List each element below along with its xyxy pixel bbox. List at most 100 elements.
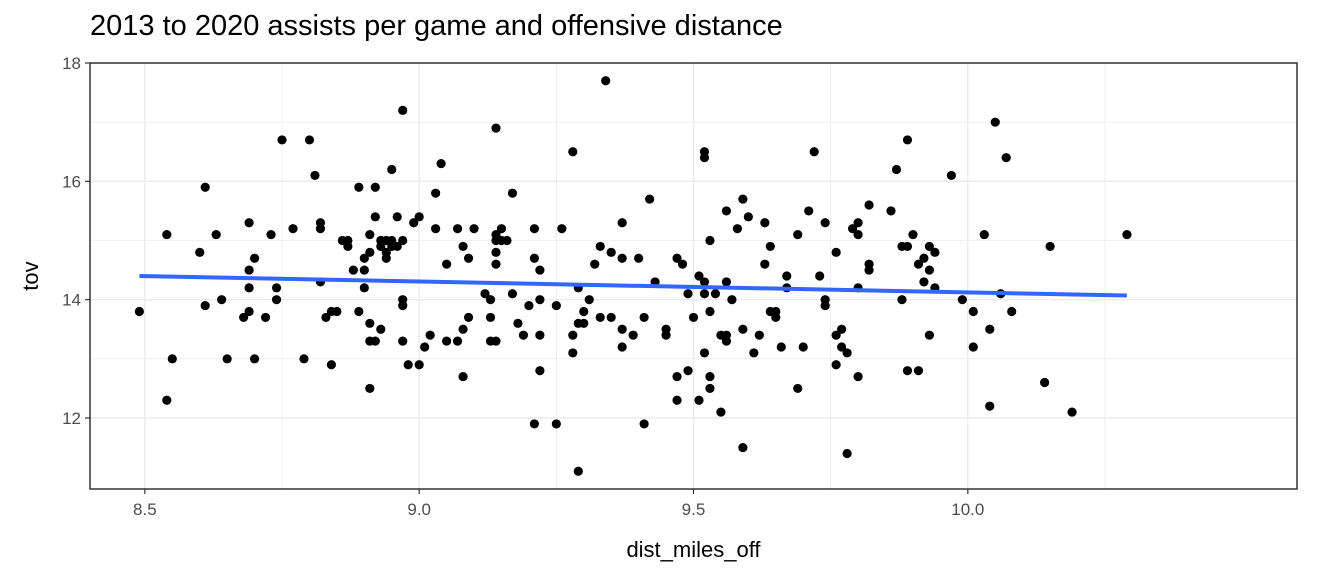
data-point (902, 241, 913, 252)
data-point (721, 206, 732, 216)
data-point (837, 324, 847, 334)
data-point (705, 306, 715, 317)
data-point (535, 330, 545, 340)
data-point (326, 360, 336, 370)
data-point (672, 371, 682, 382)
data-point (831, 360, 841, 370)
y-axis-title: tov (18, 261, 43, 290)
data-point (809, 147, 819, 157)
y-tick-label: 18 (62, 54, 81, 73)
data-point (513, 318, 523, 328)
data-point (502, 235, 512, 246)
data-point (392, 241, 402, 252)
data-point (277, 135, 287, 145)
data-point (754, 330, 764, 340)
data-point (354, 182, 364, 192)
data-point (200, 300, 210, 311)
data-point (529, 253, 539, 263)
data-point (452, 224, 463, 234)
x-tick-label: 8.5 (133, 500, 157, 519)
chart-title: 2013 to 2020 assists per game and offens… (90, 10, 783, 42)
data-point (288, 224, 298, 234)
data-point (398, 336, 408, 346)
data-point (491, 123, 501, 133)
data-point (946, 170, 956, 181)
data-point (392, 212, 402, 222)
data-point (639, 419, 649, 429)
data-point (568, 330, 578, 340)
y-axis: 12 14 16 18 (62, 54, 90, 428)
points-layer (134, 76, 1132, 476)
data-point (299, 354, 309, 364)
data-point (798, 342, 808, 352)
data-point (749, 348, 759, 358)
data-point (535, 366, 545, 376)
data-point (930, 247, 940, 257)
data-point (195, 247, 205, 257)
data-point (343, 241, 353, 252)
data-point (376, 241, 386, 252)
data-point (820, 300, 830, 311)
data-point (924, 265, 935, 275)
data-point (249, 354, 260, 364)
data-point (485, 312, 496, 323)
data-point (398, 105, 408, 115)
data-point (617, 324, 627, 334)
data-point (1045, 241, 1055, 252)
data-point (431, 224, 441, 234)
data-point (463, 253, 474, 263)
data-point (398, 300, 408, 311)
x-tick-label: 10.0 (951, 500, 984, 519)
data-point (842, 448, 852, 459)
data-point (354, 306, 364, 317)
data-point (765, 241, 775, 252)
data-point (645, 194, 655, 204)
data-point (491, 336, 501, 346)
data-point (162, 229, 172, 240)
data-point (458, 371, 468, 382)
data-point (217, 295, 227, 305)
data-point (595, 241, 605, 252)
data-point (639, 312, 649, 323)
data-point (442, 259, 452, 269)
data-point (924, 330, 935, 340)
data-point (705, 371, 715, 382)
data-point (359, 253, 369, 263)
data-point (359, 265, 369, 275)
data-point (315, 224, 326, 234)
data-point (968, 306, 978, 317)
data-point (414, 212, 424, 222)
data-point (134, 306, 144, 317)
x-axis: 8.5 9.0 9.5 10.0 (133, 489, 984, 519)
data-point (162, 395, 172, 405)
data-point (529, 224, 539, 234)
data-point (815, 271, 825, 281)
data-point (705, 235, 715, 246)
data-point (677, 259, 688, 269)
data-point (365, 383, 375, 394)
data-point (1040, 377, 1050, 388)
data-point (507, 188, 518, 198)
data-point (244, 306, 254, 317)
data-point (200, 182, 210, 192)
data-point (496, 224, 507, 234)
data-point (568, 348, 578, 358)
data-point (957, 295, 967, 305)
data-point (249, 253, 260, 263)
trend-layer (139, 274, 1127, 298)
data-point (266, 229, 276, 240)
data-point (260, 312, 271, 323)
data-point (716, 407, 726, 417)
data-point (864, 265, 874, 275)
data-point (480, 289, 490, 299)
data-point (535, 265, 545, 275)
data-point (688, 312, 699, 323)
data-point (831, 247, 841, 257)
data-point (590, 259, 600, 269)
data-point (985, 401, 995, 411)
data-point (376, 324, 386, 334)
data-point (601, 76, 611, 86)
data-point (370, 336, 380, 346)
data-point (782, 271, 792, 281)
data-point (913, 366, 924, 376)
